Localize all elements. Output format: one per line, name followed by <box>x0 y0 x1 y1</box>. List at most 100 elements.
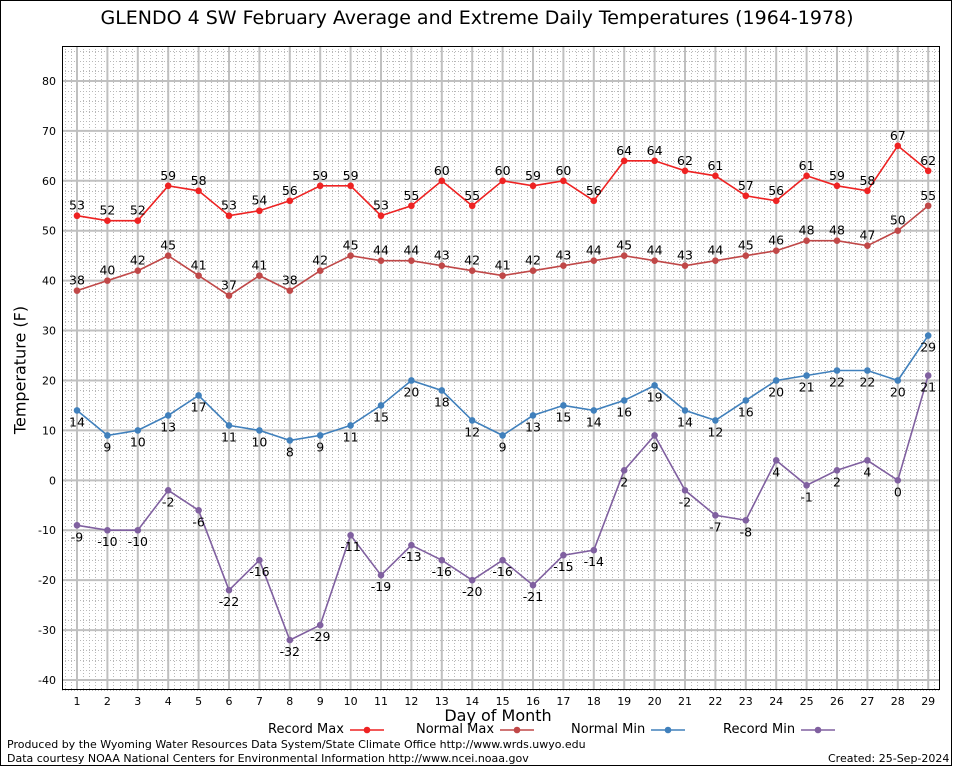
data-label: -8 <box>740 524 753 539</box>
footer-created: Created: 25-Sep-2024 <box>828 752 950 765</box>
legend-swatch-marker <box>363 726 371 733</box>
legend-swatch-marker <box>513 726 521 733</box>
legend-label: Record Min <box>723 722 800 737</box>
data-label: 19 <box>647 389 663 404</box>
data-label: 48 <box>829 223 845 238</box>
data-label: 44 <box>403 243 419 258</box>
data-label: 38 <box>282 273 298 288</box>
data-point <box>499 272 506 279</box>
data-point <box>681 407 689 414</box>
data-point <box>134 217 142 225</box>
data-point <box>529 182 537 190</box>
data-point <box>499 556 506 564</box>
data-point <box>803 372 810 379</box>
data-point <box>590 197 598 205</box>
data-label: 53 <box>373 198 389 213</box>
data-point <box>772 457 780 464</box>
series-record-min: -9 -10 -10-2-6-22-16-32-29-11-19-13-16-20-… <box>71 372 936 659</box>
data-point <box>529 267 537 274</box>
data-label: -29 <box>310 629 330 644</box>
data-label: 17 <box>191 399 207 414</box>
data-label: 61 <box>707 158 723 173</box>
data-point <box>924 202 932 210</box>
data-point <box>408 202 415 210</box>
data-point <box>195 272 202 279</box>
x-tick-label: 10 <box>344 695 358 708</box>
data-point <box>833 467 841 474</box>
data-label: 4 <box>772 464 780 479</box>
data-point <box>195 506 202 514</box>
data-label: 9 <box>651 439 659 454</box>
data-label: 43 <box>555 248 571 263</box>
data-point <box>499 432 506 439</box>
data-point <box>499 177 506 185</box>
data-point <box>408 377 415 384</box>
data-point <box>134 267 142 274</box>
data-point <box>347 252 354 259</box>
data-point <box>560 262 567 269</box>
data-label: 15 <box>555 409 571 424</box>
data-point <box>468 202 476 210</box>
x-tick-label: 1 <box>74 695 81 708</box>
data-label: 52 <box>130 203 146 218</box>
data-label: 37 <box>221 278 237 293</box>
data-label: 45 <box>160 238 176 253</box>
data-label: 12 <box>464 424 480 439</box>
data-label: -15 <box>553 559 573 574</box>
data-label: 42 <box>464 253 480 268</box>
data-label: 57 <box>738 178 754 193</box>
data-point <box>347 182 354 190</box>
data-point <box>833 237 841 244</box>
data-point <box>620 252 628 259</box>
data-point <box>590 257 598 264</box>
data-label: 59 <box>829 168 845 183</box>
data-label: 16 <box>616 404 632 419</box>
data-label: 45 <box>738 238 754 253</box>
data-point <box>742 516 750 524</box>
data-label: 11 <box>221 429 237 444</box>
data-label: 15 <box>373 409 389 424</box>
data-point <box>833 182 841 190</box>
legend-label: Record Max <box>268 722 349 737</box>
data-point <box>225 212 233 220</box>
data-point <box>712 172 719 180</box>
data-point <box>256 556 263 564</box>
data-label: 9 <box>103 439 111 454</box>
data-label: 42 <box>312 253 328 268</box>
x-tick-label: 19 <box>617 695 631 708</box>
y-tick-label: 70 <box>42 125 56 138</box>
data-label: 60 <box>495 163 511 178</box>
data-label: 18 <box>434 394 450 409</box>
data-point <box>590 546 598 554</box>
data-point <box>286 437 294 444</box>
data-point <box>104 277 111 284</box>
data-label: 44 <box>586 243 602 258</box>
data-point <box>104 526 111 534</box>
data-point <box>347 531 354 539</box>
data-point <box>772 197 780 205</box>
legend-item: Normal Max <box>416 722 536 737</box>
data-label: 21 <box>799 379 815 394</box>
data-label: 60 <box>434 163 450 178</box>
data-label: 64 <box>616 143 632 158</box>
data-label: 42 <box>130 253 146 268</box>
data-point <box>195 187 202 195</box>
data-label: 43 <box>677 248 693 263</box>
data-point <box>712 511 719 519</box>
data-point <box>681 167 689 175</box>
data-label: -2 <box>679 494 691 509</box>
data-label: 40 <box>99 263 115 278</box>
x-axis-label-text: Day of Month <box>444 706 552 725</box>
data-point <box>104 432 111 439</box>
data-label: 46 <box>768 233 784 248</box>
data-label: 44 <box>373 243 389 258</box>
data-label: 60 <box>555 163 571 178</box>
chart-title: GLENDO 4 SW February Average and Extreme… <box>100 7 854 29</box>
data-point <box>712 417 719 424</box>
series-normal-max: 38 40 42 45 41 37 41 38 42 45 44 44 43 42 41 42 43 44 45 44… <box>69 188 936 299</box>
data-point <box>651 382 658 389</box>
footer-data-courtesy: Data courtesy NOAA National Centers for … <box>7 752 529 765</box>
data-label: -2 <box>162 494 174 509</box>
data-label: 4 <box>863 464 871 479</box>
data-point <box>803 172 810 180</box>
